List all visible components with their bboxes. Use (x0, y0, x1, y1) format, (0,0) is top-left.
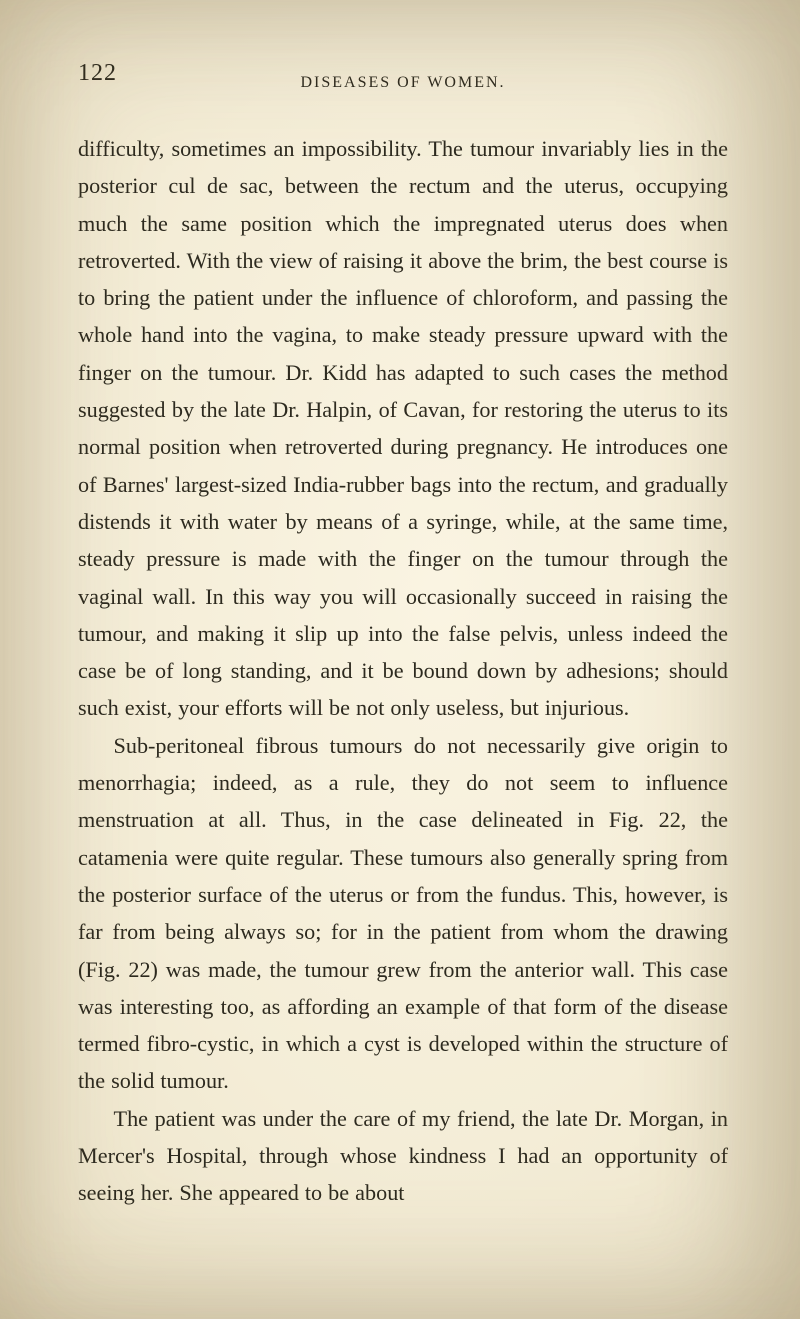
paragraph-1: difficulty, sometimes an impossibility. … (78, 130, 728, 727)
paragraph-3: The patient was under the care of my fri… (78, 1100, 728, 1212)
page-number: 122 (78, 60, 117, 87)
body-text: difficulty, sometimes an impossibility. … (78, 130, 728, 1212)
paragraph-2: Sub-peritoneal fibrous tumours do not ne… (78, 727, 728, 1100)
page-header: 122 DISEASES OF WOMEN. (78, 60, 728, 102)
book-page: 122 DISEASES OF WOMEN. difficulty, somet… (0, 0, 800, 1319)
running-title: DISEASES OF WOMEN. (300, 74, 505, 92)
